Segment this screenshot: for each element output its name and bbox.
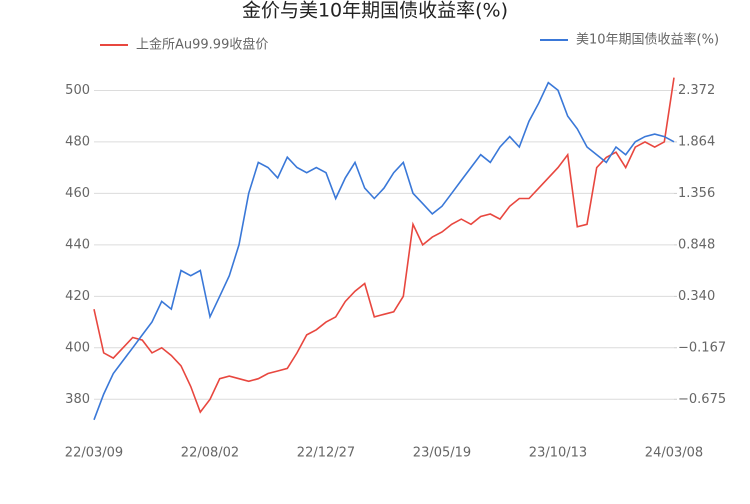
y2-tick-label: 1.356 (678, 186, 715, 201)
series-line (93, 77, 675, 414)
y-tick-label: 500 (65, 83, 90, 98)
y-tick-label: 480 (65, 134, 90, 149)
y2-tick-label: 1.864 (678, 134, 715, 149)
legend-label: 美10年期国债收益率(%) (576, 32, 719, 48)
y-tick-label: 400 (65, 340, 90, 355)
x-tick-label: 22/12/27 (297, 446, 355, 461)
x-tick-label: 23/10/13 (529, 446, 587, 461)
y2-tick-label: 0.848 (678, 237, 715, 252)
y-tick-label: 460 (65, 186, 90, 201)
y2-tick-label: −0.675 (678, 392, 726, 407)
chart-title: 金价与美10年期国债收益率(%) (242, 0, 508, 22)
y-tick-label: 440 (65, 237, 90, 252)
x-tick-label: 22/08/02 (181, 446, 239, 461)
x-tick-label: 23/05/19 (413, 446, 471, 461)
y2-tick-label: −0.167 (678, 340, 726, 355)
x-tick-label: 22/03/09 (65, 446, 123, 461)
legend-label: 上金所Au99.99收盘价 (136, 37, 268, 53)
series-line (93, 81, 675, 421)
y2-tick-label: 2.372 (678, 83, 715, 98)
y-tick-label: 420 (65, 289, 90, 304)
y2-tick-label: 0.340 (678, 289, 715, 304)
y-tick-label: 380 (65, 392, 90, 407)
x-tick-label: 24/03/08 (645, 446, 703, 461)
